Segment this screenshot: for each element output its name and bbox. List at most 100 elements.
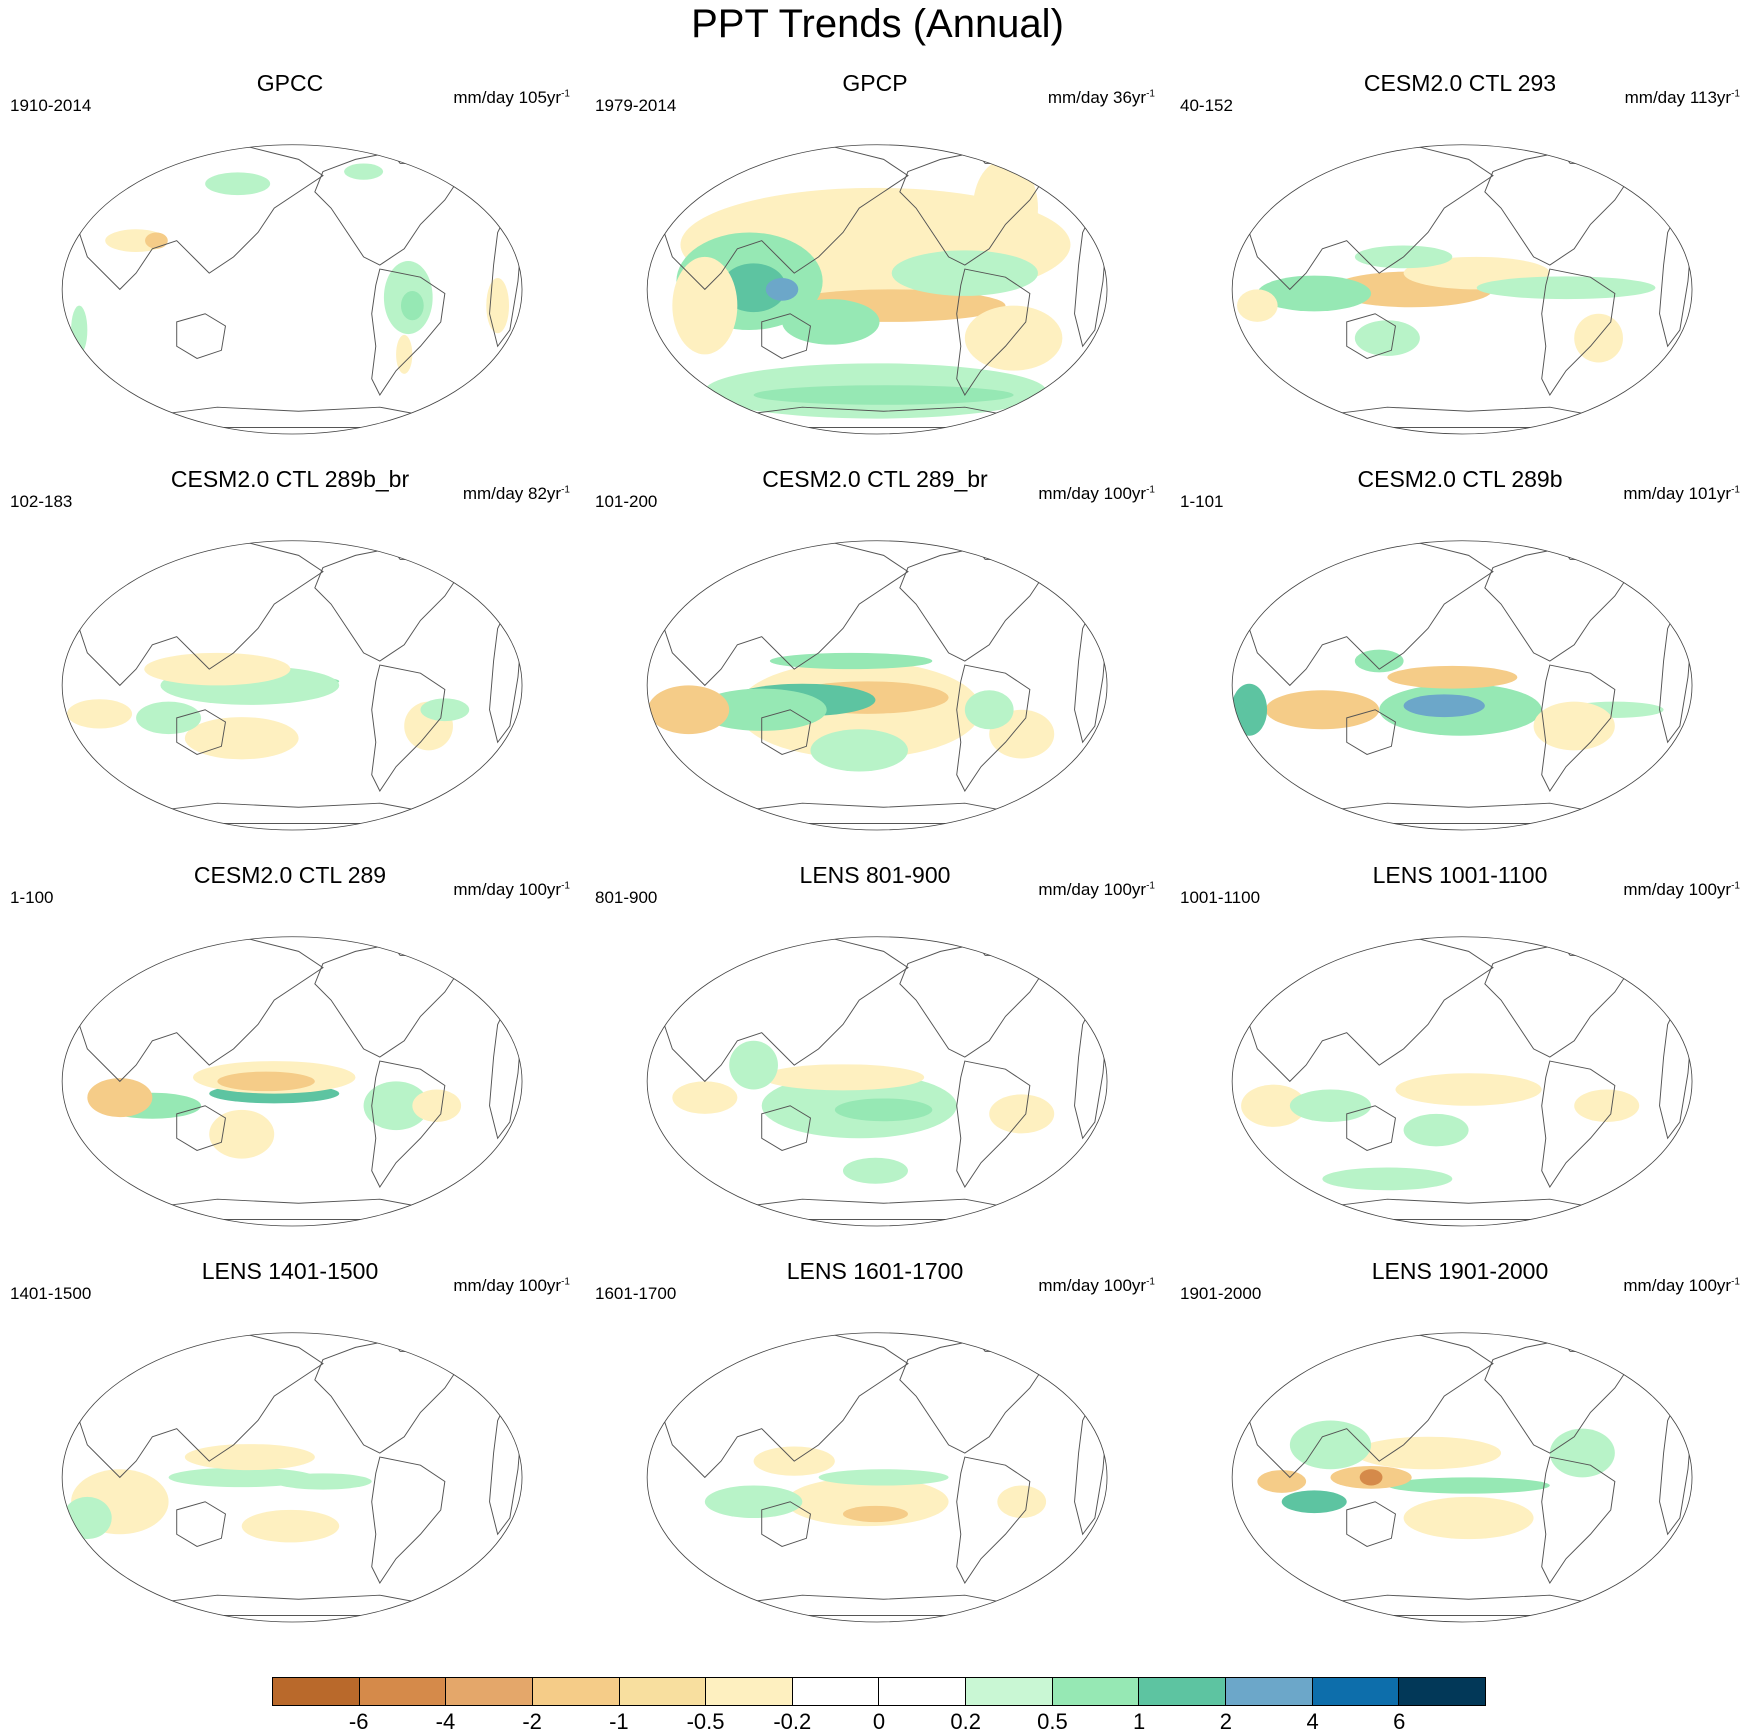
panel-units-text: mm/day 105yr [453,88,562,107]
map-panel: GPCC 1910-2014 mm/day 105yr-1 [0,70,580,460]
map-border [1231,540,1693,831]
coastline [78,540,324,687]
map-panel: CESM2.0 CTL 293 40-152 mm/day 113yr-1 [1170,70,1750,460]
trend-field-patch [1265,690,1380,730]
coastline [176,709,227,755]
trend-field-patch [1533,701,1615,751]
colorbar-tick-label: -0.2 [773,1709,812,1734]
map-border [646,540,1108,831]
map-border [1231,1332,1693,1623]
trend-field-patch [1476,276,1656,300]
trend-field-patch [1354,1436,1502,1470]
trend-field-patch [400,291,424,321]
coastline [371,1060,446,1188]
panel-units: mm/day 101yr-1 [1623,484,1740,504]
panel-units-exponent: -1 [1731,1276,1740,1288]
trend-field-patch [67,699,133,729]
panel-units: mm/day 100yr-1 [1038,1276,1155,1296]
trend-field-patch [217,1071,315,1092]
panel-units-text: mm/day 113yr [1624,88,1732,107]
colorbar-tick-label: -0.5 [686,1709,725,1734]
colorbar-tick-label: 0.5 [1037,1709,1068,1734]
panel-units-text: mm/day 101yr [1623,484,1732,503]
colorbar-box [1226,1678,1313,1705]
map-svg [1231,540,1693,831]
map-border [61,936,523,1227]
panel-units-text: mm/day 100yr [453,880,562,899]
colorbar-tick-label: -6 [348,1709,369,1734]
panel-units-exponent: -1 [1146,484,1155,496]
panel-period: 1401-1500 [10,1284,92,1303]
trend-field-patch [1241,1084,1307,1127]
coastline [371,1456,446,1584]
trend-field-patch [972,159,1038,257]
panel-period: 1-101 [1180,492,1224,511]
panel-title: LENS 1001-1100 [1372,862,1548,888]
coastline [663,144,909,291]
panel-units-exponent: -1 [1146,1276,1155,1288]
coastline [371,268,446,396]
panel-title: LENS 1901-2000 [1371,1258,1549,1284]
map-border [61,540,523,831]
colorbar-tick-label: -1 [609,1709,629,1734]
coastline [663,540,909,687]
trend-field-patch [241,1509,340,1543]
trend-field-patch [396,334,413,374]
map-svg [61,540,523,831]
colorbar-tick-label: 6 [1393,1709,1406,1734]
panel-units: mm/day 100yr-1 [1038,880,1155,900]
trend-field-patch [1387,665,1518,689]
colorbar-box [706,1678,793,1705]
map-panel: LENS 1901-2000 1901-2000 mm/day 100yr-1 [1170,1258,1750,1648]
panel-units-exponent: -1 [1146,880,1155,892]
trend-field-patch [842,1505,908,1523]
map-svg [646,144,1108,435]
coastline [1541,268,1616,396]
trend-field-patch [1257,275,1372,312]
trend-field-patch [1354,649,1404,673]
trend-field-patch [721,263,787,313]
trend-field-patch [647,685,730,735]
coastline [1248,540,1494,687]
trend-field-patch [891,250,1038,296]
map-panel: LENS 1601-1700 1601-1700 mm/day 100yr-1 [585,1258,1165,1648]
map-border [646,936,1108,1227]
panel-title: CESM2.0 CTL 289 [193,862,387,888]
trend-field-patch [834,1098,933,1122]
trend-field-patch [209,1109,275,1159]
panel-units: mm/day 100yr-1 [453,880,570,900]
colorbar-box [532,1678,620,1705]
coastline [956,664,1031,792]
coastline [176,1105,227,1151]
trend-field-patch [729,1040,778,1090]
trend-field-patch [344,163,384,180]
trend-field-patch [184,1444,315,1471]
map-panel: GPCP 1979-2014 mm/day 36yr-1 [585,70,1165,460]
trend-field-patch [1354,320,1420,356]
trend-field-patch [1232,683,1268,736]
trend-field-patch [1257,1470,1307,1493]
panel-units-text: mm/day 82yr [462,484,562,503]
coastline [78,936,324,1083]
coastline [1346,1501,1397,1547]
panel-units: mm/day 100yr-1 [1038,484,1155,504]
panel-period: 1001-1100 [1180,888,1261,907]
trend-field-patch [842,1157,908,1184]
panel-period: 1901-2000 [1180,1284,1262,1303]
panel-units-text: mm/day 100yr [453,1276,562,1295]
trend-field-patch [420,698,470,722]
colorbar-tick-label: -2 [522,1709,542,1734]
panel-units-exponent: -1 [1731,484,1740,496]
coastline [956,1060,1031,1188]
trend-field-patch [964,305,1063,371]
map-svg [61,1332,523,1623]
trend-field-patch [761,1064,925,1091]
panel-title: CESM2.0 CTL 289b_br [170,466,410,492]
trend-field-patch [205,172,271,196]
coastline [371,664,446,792]
map-panel: LENS 1401-1500 1401-1500 mm/day 100yr-1 [0,1258,580,1648]
coastline [1248,1332,1494,1479]
panel-period: 1979-2014 [595,96,677,115]
panel-units-text: mm/day 100yr [1623,880,1732,899]
trend-field-patch [810,729,908,772]
